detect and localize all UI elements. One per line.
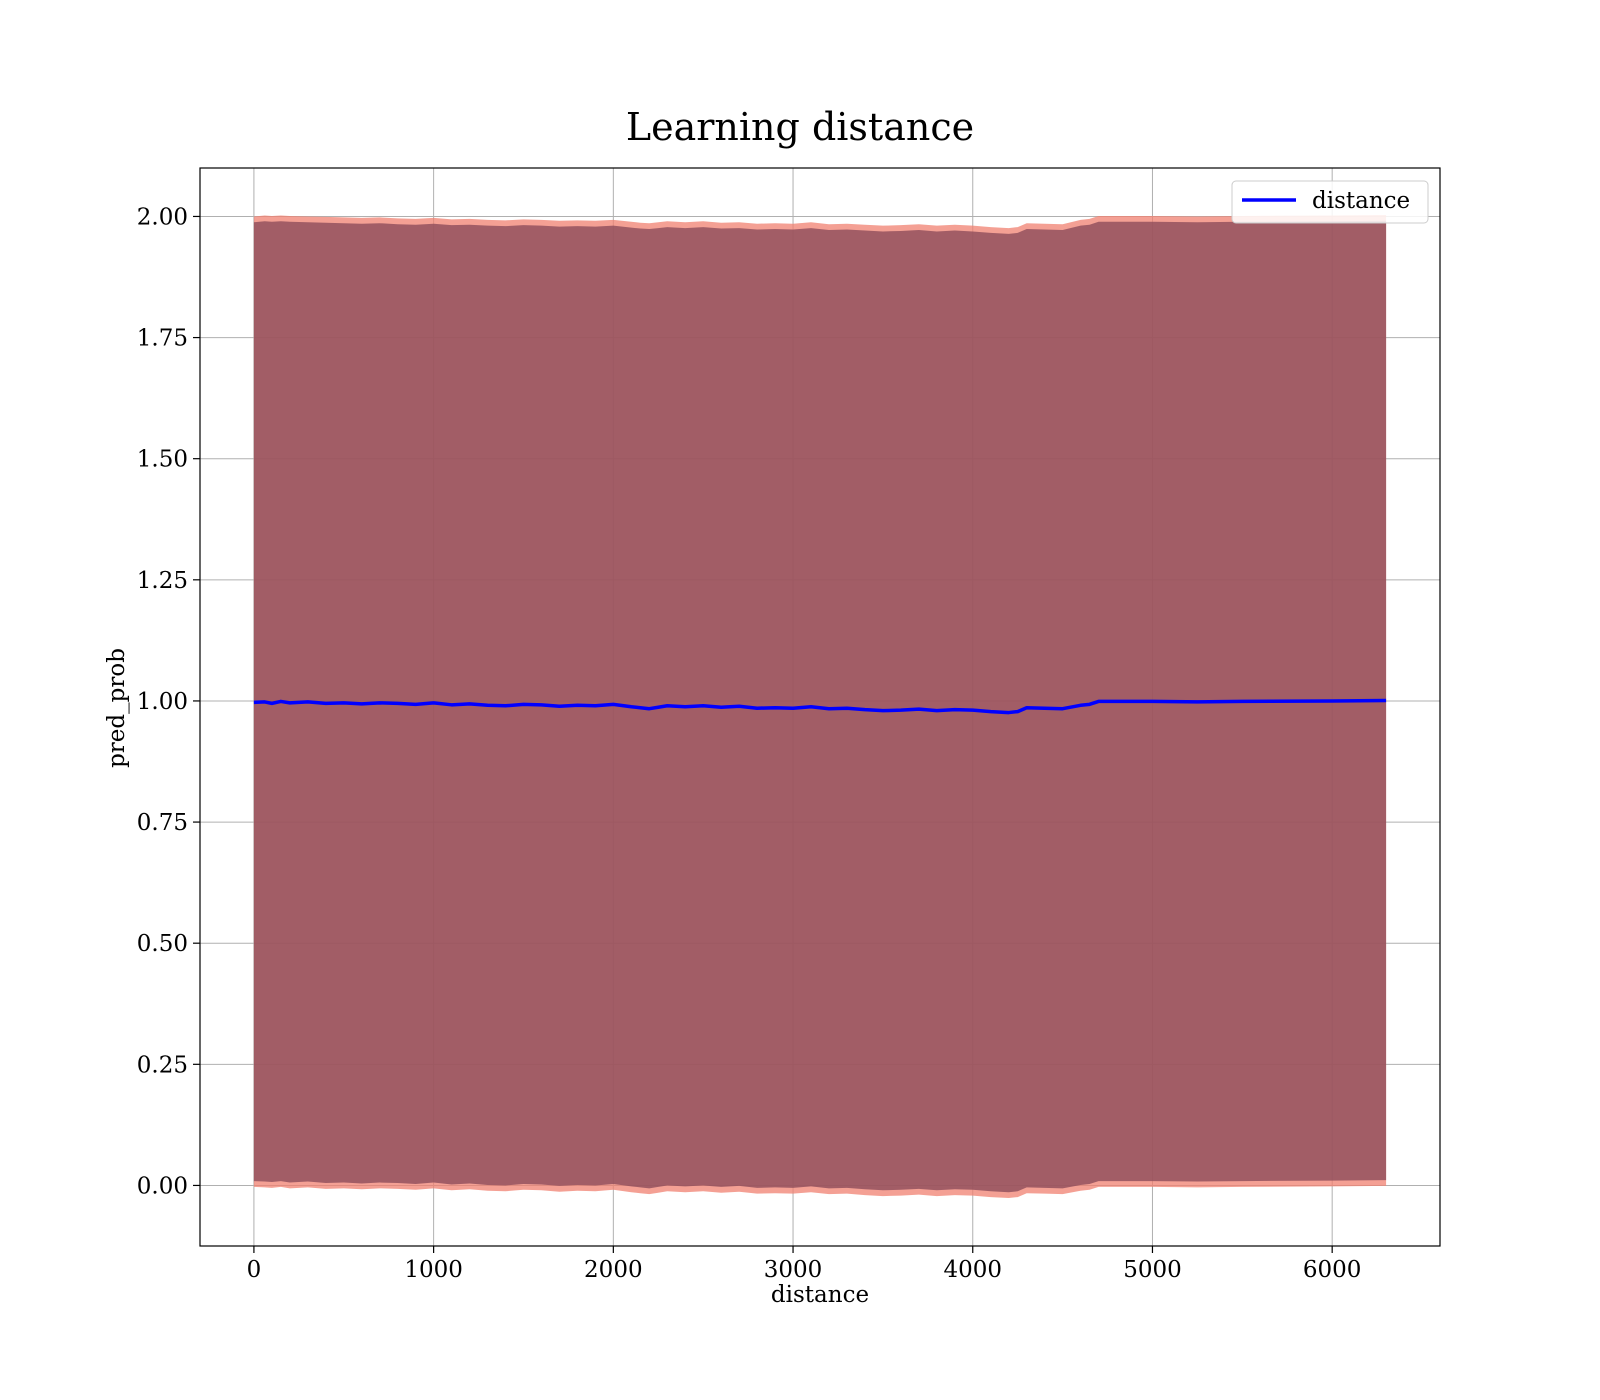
y-tick-label-7: 1.75 — [137, 326, 188, 352]
x-tick-label-2: 2000 — [584, 1257, 643, 1283]
y-tick-label-3: 0.75 — [137, 810, 188, 836]
y-tick-label-5: 1.25 — [137, 568, 188, 594]
y-tick-label-0: 0.00 — [137, 1173, 188, 1199]
x-tick-label-3: 3000 — [764, 1257, 823, 1283]
x-tick-label-0: 0 — [247, 1257, 262, 1283]
legend: distance — [1231, 180, 1429, 224]
x-tick-label-4: 4000 — [943, 1257, 1002, 1283]
x-tick-label-5: 5000 — [1123, 1257, 1182, 1283]
series-lines — [253, 698, 1387, 715]
y-axis: 0.00 0.25 0.50 0.75 1.00 1.25 1.50 1.75 2.00 — [137, 204, 200, 1199]
y-tick-label-1: 0.25 — [137, 1052, 188, 1078]
y-tick-label-8: 2.00 — [137, 204, 188, 230]
y-axis-label: pred_prob — [104, 648, 130, 768]
legend-label-distance: distance — [1312, 188, 1410, 214]
y-tick-label-6: 1.50 — [137, 447, 188, 473]
y-tick-label-4: 1.00 — [137, 689, 188, 715]
series-line-distance — [253, 698, 1387, 715]
x-axis: 0 1000 2000 3000 4000 5000 6000 — [247, 1246, 1362, 1283]
x-axis-label: distance — [771, 1282, 869, 1308]
y-tick-label-2: 0.50 — [137, 931, 188, 957]
legend-box — [1231, 180, 1429, 224]
x-tick-label-6: 6000 — [1303, 1257, 1362, 1283]
plot-frame — [199, 167, 1441, 1247]
chart-title: Learning distance — [626, 105, 974, 149]
x-tick-label-1: 1000 — [404, 1257, 463, 1283]
